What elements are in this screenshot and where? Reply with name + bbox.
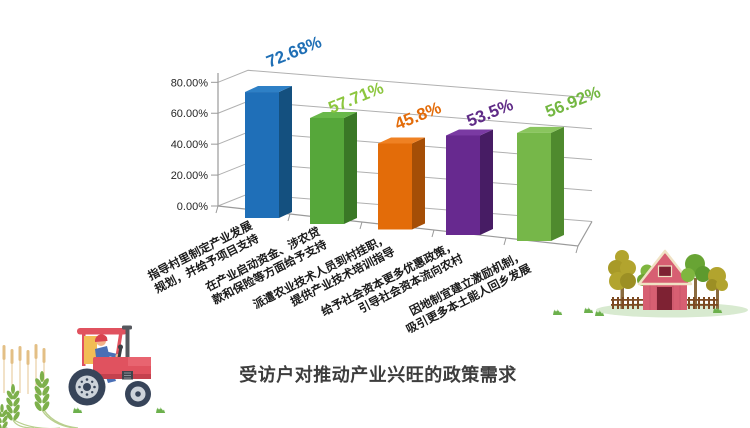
- bar-value-label: 72.68%: [264, 32, 325, 71]
- green-tree-icon: [681, 254, 711, 309]
- grille-icon: [122, 371, 133, 380]
- x-axis-tick: [287, 213, 291, 222]
- tractor-illustration: [68, 325, 166, 413]
- olive-tree-right-icon: [706, 267, 728, 309]
- front-wheel-icon: [125, 381, 151, 407]
- bar-side-face: [551, 126, 564, 241]
- y-axis-tick-label: 0.00%: [177, 201, 208, 213]
- chart-bars: [245, 86, 564, 241]
- grass-tuft-icon: [73, 407, 166, 413]
- gridline: [217, 69, 593, 99]
- bar-top-face: [310, 111, 357, 118]
- chart-title: 受访户对推动产业兴旺的政策需求: [239, 364, 517, 385]
- bar: [245, 86, 292, 218]
- y-axis-tick-label: 40.00%: [171, 139, 209, 151]
- fence-left-icon: [611, 297, 644, 309]
- bar-front-face: [517, 132, 551, 241]
- bar-front-face: [245, 92, 279, 218]
- bar-front-face: [378, 143, 412, 230]
- bar-value-label: 45.8%: [392, 98, 444, 134]
- bar-value-label: 56.92%: [543, 82, 604, 121]
- bar-value-label: 53.5%: [464, 95, 516, 131]
- x-axis-tick: [215, 205, 219, 214]
- bar-front-face: [310, 117, 344, 224]
- x-axis-tick: [431, 229, 435, 238]
- bar: [310, 111, 357, 224]
- bar: [378, 137, 425, 230]
- x-axis-tick: [575, 245, 579, 254]
- bar-side-face: [279, 86, 292, 218]
- x-axis-tick: [503, 237, 507, 246]
- bar-front-face: [446, 135, 480, 235]
- y-axis-tick-label: 20.00%: [171, 170, 209, 182]
- rear-wheel-icon: [68, 368, 106, 406]
- y-axis-tick-label: 60.00%: [171, 108, 209, 120]
- bar: [446, 129, 493, 235]
- bar-side-face: [412, 137, 425, 230]
- bar-top-face: [245, 86, 292, 93]
- barn-illustration: [553, 249, 748, 318]
- barn-icon: [637, 249, 693, 310]
- y-axis-tick-label: 80.00%: [171, 77, 209, 89]
- bar-top-face: [378, 137, 425, 144]
- bar-top-face: [446, 129, 493, 136]
- bar-side-face: [344, 111, 357, 224]
- bar: [517, 126, 564, 241]
- olive-tree-icon: [608, 250, 636, 290]
- bar-side-face: [480, 129, 493, 235]
- fence-right-icon: [687, 297, 718, 309]
- wheat-illustration: [0, 344, 79, 428]
- bar-top-face: [517, 126, 564, 133]
- x-axis-tick: [359, 221, 363, 230]
